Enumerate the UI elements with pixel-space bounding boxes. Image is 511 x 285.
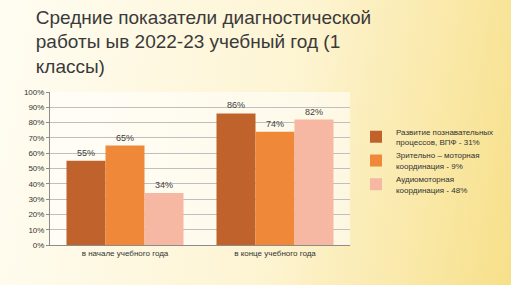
svg-text:40%: 40% [28,180,44,189]
svg-text:Средние показатели диагностиче: Средние показатели диагностическойработы… [36,7,371,77]
svg-text:Зрительно – моторнаякоординаци: Зрительно – моторнаякоординация - 9% [396,151,480,170]
svg-text:90%: 90% [28,103,44,112]
svg-text:74%: 74% [266,119,284,129]
svg-text:34%: 34% [155,180,173,190]
svg-text:30%: 30% [28,195,44,204]
svg-text:0%: 0% [33,241,45,250]
svg-text:65%: 65% [116,133,134,143]
svg-text:82%: 82% [305,107,323,117]
svg-text:Аудиомоторнаякоординация - 48%: Аудиомоторнаякоординация - 48% [396,175,467,194]
svg-text:70%: 70% [28,134,44,143]
svg-text:60%: 60% [28,149,44,158]
svg-text:100%: 100% [24,88,44,97]
svg-text:86%: 86% [227,100,245,110]
svg-text:55%: 55% [77,148,95,158]
svg-text:в начале учебного года: в начале учебного года [82,249,169,258]
svg-text:10%: 10% [28,226,44,235]
svg-text:50%: 50% [28,164,44,173]
svg-text:Развитие познавательныхпроцесс: Развитие познавательныхпроцессов, ВПФ - … [396,128,493,147]
svg-text:80%: 80% [28,118,44,127]
svg-text:20%: 20% [28,210,44,219]
svg-text:в конце учебного года: в конце учебного года [234,249,316,258]
